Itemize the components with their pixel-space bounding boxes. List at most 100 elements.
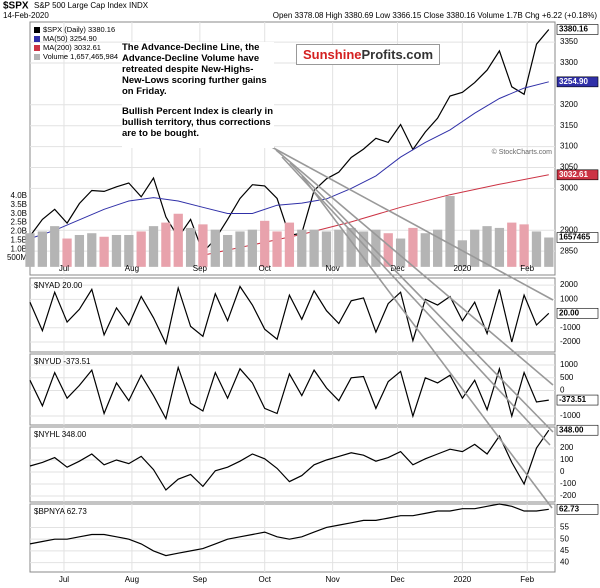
volume-bar [420, 233, 430, 267]
legend-marker [34, 54, 40, 60]
volume-bar [37, 231, 47, 267]
value-badge [556, 394, 599, 406]
volume-bar [185, 227, 196, 267]
volume-bar [433, 229, 443, 267]
volume-bar [494, 227, 505, 267]
value-badge [556, 169, 599, 181]
volume-bar [111, 234, 122, 267]
volume-bar [457, 240, 467, 267]
volume-bar [346, 227, 356, 267]
y-tick-label: 2900 [560, 225, 578, 234]
y2-tick-label: 2.5B [11, 218, 27, 227]
y-tick-label: 3300 [560, 58, 578, 67]
panel-frame [29, 277, 556, 353]
x-tick-label: Oct [258, 575, 271, 584]
series-line [29, 81, 549, 240]
date: 14-Feb-2020 [3, 11, 49, 20]
volume-bar [371, 229, 381, 267]
volume-bar [284, 222, 295, 267]
value-badge-label: 1657465 [559, 233, 591, 242]
annotation-text: Bullish Percent Index is clearly in bull… [122, 106, 274, 139]
volume-bar [334, 229, 344, 267]
series-line [29, 503, 549, 557]
volume-bar [223, 234, 233, 267]
volume-bar [124, 234, 134, 267]
panel-title: $NYHL 348.00 [34, 430, 87, 439]
y-tick-label: 3100 [560, 142, 578, 151]
volume-bar [544, 237, 554, 267]
x-tick-label: Sep [193, 575, 208, 584]
volume-bar [383, 233, 393, 267]
volume-bar [62, 238, 72, 267]
x-tick-label: 2020 [453, 575, 471, 584]
y-tick-label: 0 [560, 467, 565, 476]
index-name: S&P 500 Large Cap Index INDX [34, 1, 149, 10]
value-badge [556, 24, 599, 35]
volume-bar [297, 229, 307, 267]
y-tick-label: 55 [560, 523, 569, 532]
x-tick-label: Feb [520, 575, 534, 584]
legend-marker [34, 27, 40, 33]
y-tick-label: 2000 [560, 280, 578, 289]
volume-bar [482, 226, 492, 267]
x-tick-label: 2020 [453, 264, 471, 273]
volume-bar [210, 229, 220, 267]
value-badge [556, 76, 599, 88]
volume-bar [136, 231, 146, 267]
y-tick-label: -1000 [560, 323, 581, 332]
legend-marker [34, 45, 40, 51]
volume-bar [25, 233, 35, 267]
volume-bar [161, 222, 171, 267]
volume-bar [235, 231, 245, 267]
volume-bar [519, 224, 529, 267]
x-tick-label: Feb [520, 264, 534, 273]
value-badge [556, 504, 599, 515]
logo-part: Profits.com [361, 47, 434, 62]
volume-bar [74, 234, 85, 267]
volume-bar [408, 227, 418, 267]
value-badge-label: 62.73 [559, 504, 580, 513]
quote: Open 3378.08 High 3380.69 Low 3366.15 Cl… [273, 11, 598, 20]
legend-label: MA(50) 3254.90 [43, 34, 97, 43]
x-tick-label: Dec [390, 264, 404, 273]
y-tick-label: -1000 [560, 411, 581, 420]
y-tick-label: 40 [560, 558, 569, 567]
y2-tick-label: 500M [7, 253, 27, 262]
value-badge-label: 3380.16 [559, 25, 588, 34]
volume-bar [309, 229, 319, 267]
x-tick-label: Dec [390, 575, 404, 584]
volume-bar [247, 229, 257, 267]
panel-title: $BPNYA 62.73 [34, 507, 87, 516]
x-tick-label: Jul [59, 575, 69, 584]
y2-tick-label: 1.0B [11, 244, 27, 253]
value-badge-label: 348.00 [559, 425, 584, 434]
legend-label: MA(200) 3032.61 [43, 43, 101, 52]
y-tick-label: 200 [560, 443, 574, 452]
value-badge-label: 20.00 [559, 308, 580, 317]
legend-marker [34, 36, 40, 42]
pointer-line [301, 175, 553, 509]
y-tick-label: 45 [560, 546, 569, 555]
pointer-line [275, 149, 554, 386]
legend-label: $SPX (Daily) 3380.16 [43, 25, 115, 34]
x-tick-label: Oct [258, 264, 271, 273]
watermark: © StockCharts.com [492, 148, 553, 156]
y-tick-label: 3000 [560, 184, 578, 193]
y-tick-label: 3150 [560, 121, 578, 130]
volume-bar [358, 231, 369, 267]
volume-bar [173, 213, 183, 267]
panel-frame [29, 353, 556, 426]
volume-bar [50, 226, 60, 267]
volume-bar [198, 224, 208, 267]
volume-bar [272, 231, 282, 267]
volume-bar [99, 236, 109, 267]
x-tick-label: Aug [125, 264, 139, 273]
volume-bar [148, 226, 159, 267]
value-badge-label: 3032.61 [559, 170, 588, 179]
y-tick-label: 0 [560, 386, 565, 395]
y-tick-label: 500 [560, 373, 574, 382]
panel-title: $NYAD 20.00 [34, 281, 83, 290]
y-tick-label: -100 [560, 479, 577, 488]
